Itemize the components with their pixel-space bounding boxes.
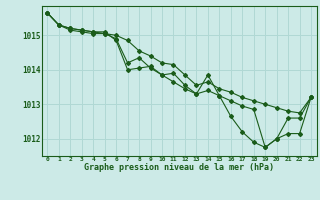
X-axis label: Graphe pression niveau de la mer (hPa): Graphe pression niveau de la mer (hPa) — [84, 163, 274, 172]
